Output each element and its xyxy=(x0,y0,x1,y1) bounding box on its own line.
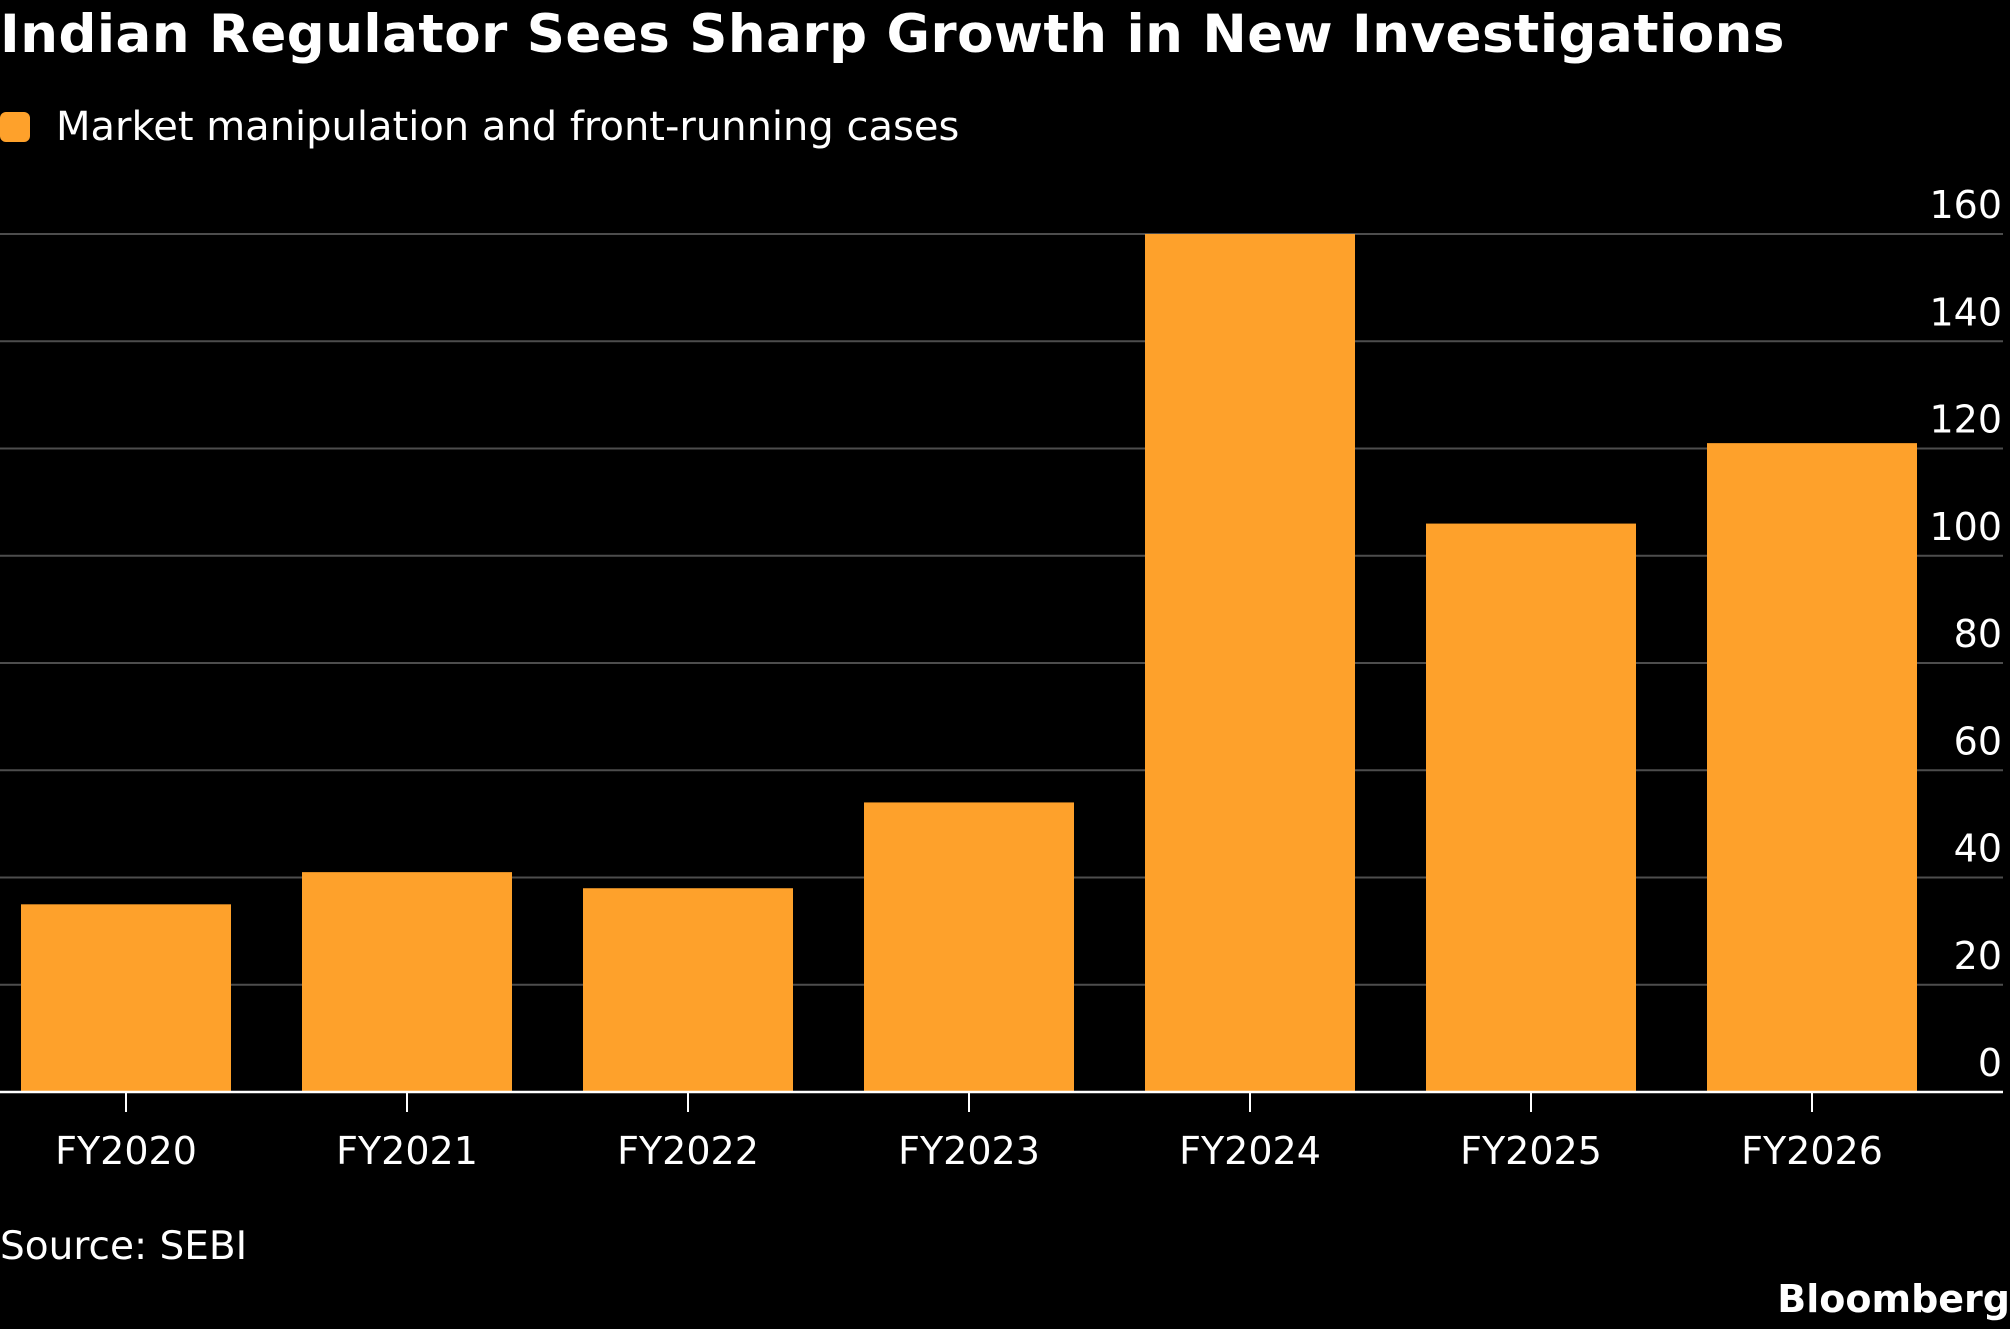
y-tick-label: 60 xyxy=(1954,719,2002,763)
source-note: Source: SEBI xyxy=(0,1224,248,1269)
y-tick-label: 80 xyxy=(1954,612,2002,656)
y-axis-tick-labels: 0 20 40 60 80 100 120 140 160 xyxy=(1929,183,2002,1085)
legend-swatch xyxy=(0,112,30,142)
legend: Market manipulation and front-running ca… xyxy=(0,102,959,152)
bars xyxy=(21,234,1917,1092)
bar-fy2022 xyxy=(583,888,793,1092)
y-tick-label: 40 xyxy=(1954,827,2002,871)
x-tick-label: FY2023 xyxy=(898,1129,1040,1173)
x-tick-label: FY2022 xyxy=(617,1129,759,1173)
bar-fy2023 xyxy=(864,802,1074,1092)
y-tick-label: 0 xyxy=(1978,1041,2002,1085)
bloomberg-logo: Bloomberg xyxy=(1777,1277,2010,1321)
y-tick-label: 120 xyxy=(1929,398,2002,442)
bar-fy2020 xyxy=(21,904,231,1092)
bar-fy2024 xyxy=(1145,234,1355,1092)
y-tick-label: 100 xyxy=(1929,505,2002,549)
bar-fy2021 xyxy=(302,872,512,1092)
x-tick-label: FY2025 xyxy=(1460,1129,1602,1173)
chart-title: Indian Regulator Sees Sharp Growth in Ne… xyxy=(0,4,1785,65)
bar-fy2025 xyxy=(1426,523,1636,1092)
bar-fy2026 xyxy=(1707,443,1917,1092)
y-tick-label: 160 xyxy=(1929,183,2002,227)
x-tick-label: FY2024 xyxy=(1179,1129,1321,1173)
x-tick-label: FY2026 xyxy=(1741,1129,1883,1173)
x-tick-label: FY2021 xyxy=(336,1129,478,1173)
y-tick-label: 20 xyxy=(1954,934,2002,978)
legend-label: Market manipulation and front-running ca… xyxy=(56,104,960,150)
x-axis-tick-labels: FY2020 FY2021 FY2022 FY2023 FY2024 FY2025 FY20… xyxy=(55,1129,1883,1173)
x-axis xyxy=(0,1090,2003,1112)
x-tick-label: FY2020 xyxy=(55,1129,197,1173)
y-tick-label: 140 xyxy=(1929,290,2002,334)
